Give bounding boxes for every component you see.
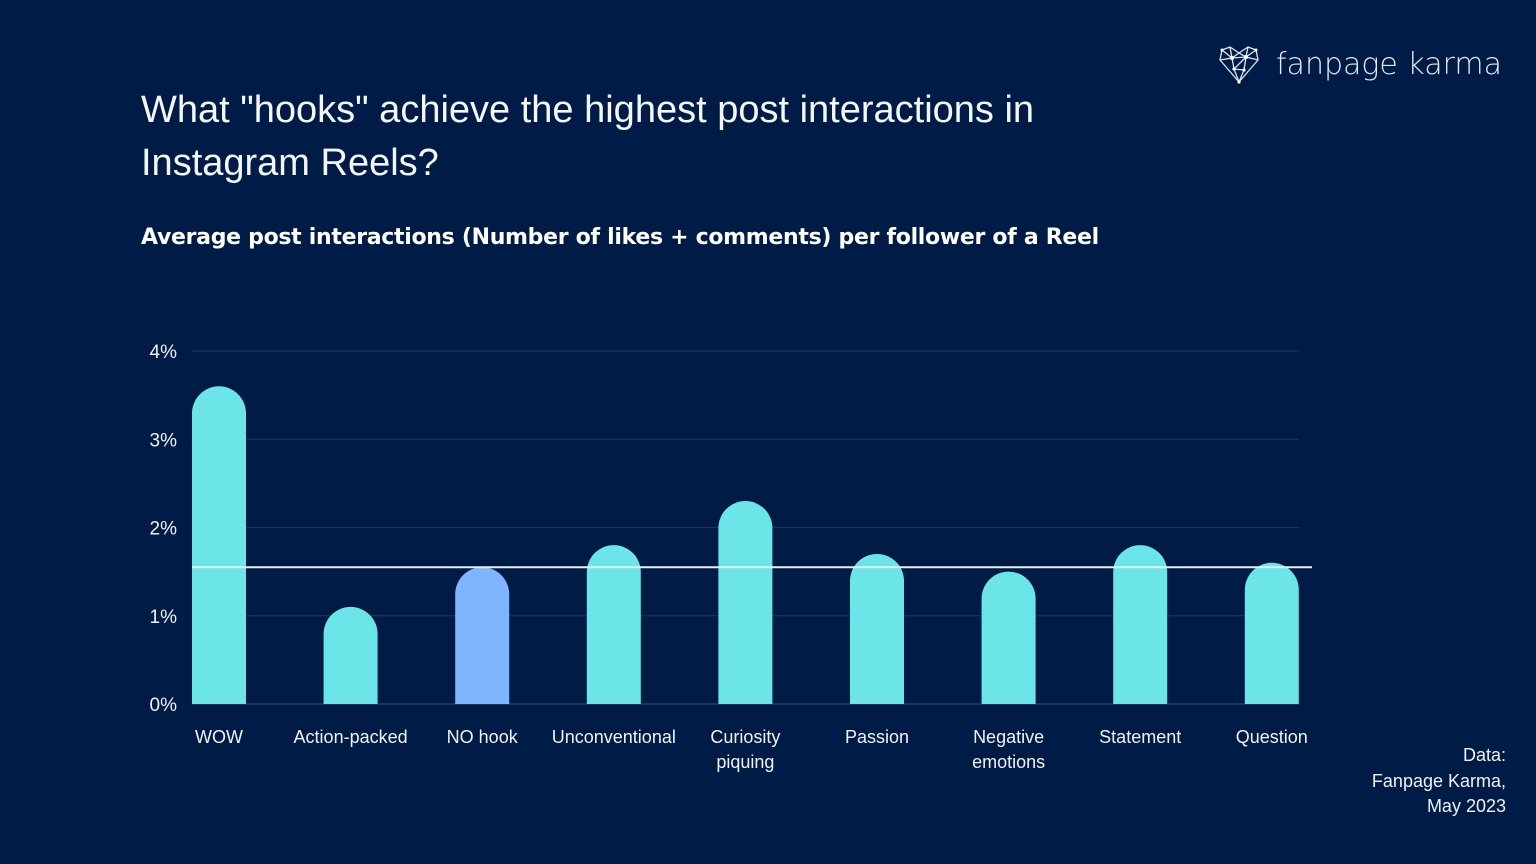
x-tick-label: Passion bbox=[845, 727, 909, 747]
logo-text: fanpage karma bbox=[1276, 46, 1503, 82]
x-tick-label: piquing bbox=[716, 752, 774, 772]
x-tick-label: Statement bbox=[1099, 727, 1181, 747]
x-tick-label: Question bbox=[1236, 727, 1308, 747]
source-line: May 2023 bbox=[1426, 796, 1506, 816]
bar bbox=[718, 501, 773, 704]
y-tick-label: 2% bbox=[150, 519, 178, 540]
bar bbox=[192, 386, 246, 704]
bar bbox=[1113, 545, 1168, 704]
x-tick-label: Action-packed bbox=[294, 727, 408, 747]
bar bbox=[323, 606, 378, 704]
data-source: Data: Fanpage Karma, May 2023 bbox=[1372, 743, 1506, 820]
bar bbox=[850, 553, 904, 704]
x-tick-label: Unconventional bbox=[552, 727, 676, 747]
x-tick-label: Curiosity bbox=[710, 727, 780, 747]
bar bbox=[981, 571, 1036, 704]
y-tick-label: 4% bbox=[150, 342, 178, 363]
chart-title: What "hooks" achieve the highest post in… bbox=[141, 89, 1035, 184]
x-tick-label: emotions bbox=[972, 752, 1045, 772]
x-tick-label: NO hook bbox=[447, 727, 519, 747]
x-tick-label: Negative bbox=[973, 727, 1044, 747]
heart-network-icon bbox=[1219, 46, 1259, 84]
logo: fanpage karma bbox=[1216, 44, 1502, 84]
y-tick-label: 0% bbox=[150, 695, 178, 716]
bar bbox=[455, 567, 510, 704]
bar bbox=[586, 545, 641, 704]
chart-subtitle: Average post interactions (Number of lik… bbox=[141, 225, 1099, 250]
source-line: Data: bbox=[1462, 745, 1506, 765]
x-tick-label: WOW bbox=[195, 727, 243, 747]
source-line: Fanpage Karma, bbox=[1371, 770, 1506, 791]
bar bbox=[1244, 562, 1299, 704]
y-tick-label: 1% bbox=[150, 607, 178, 628]
y-tick-label: 3% bbox=[150, 430, 178, 451]
